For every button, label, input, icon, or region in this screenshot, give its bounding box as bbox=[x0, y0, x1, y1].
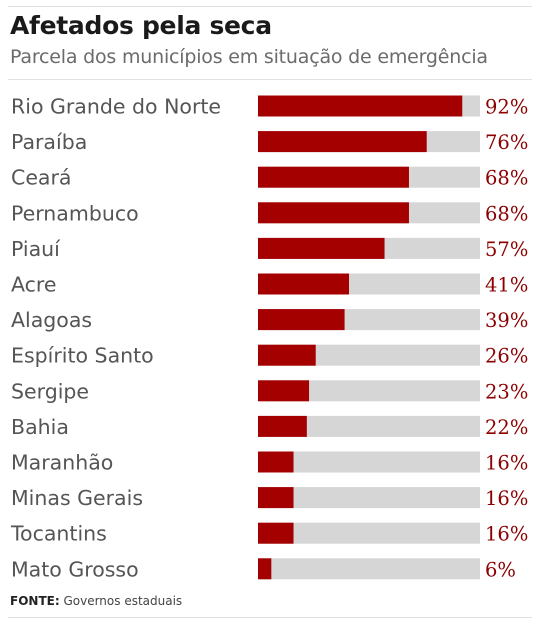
top-divider bbox=[8, 6, 532, 7]
bar-alagoas bbox=[258, 309, 345, 331]
bar-acre bbox=[258, 273, 350, 295]
bar-piaui bbox=[258, 237, 385, 259]
bar-paraiba bbox=[258, 131, 427, 153]
value-label-mato-grosso: 6% bbox=[485, 558, 516, 581]
value-label-maranhao: 16% bbox=[485, 452, 528, 475]
value-label-piaui: 57% bbox=[485, 238, 528, 261]
bar-maranhao bbox=[258, 451, 294, 473]
value-label-pernambuco: 68% bbox=[485, 202, 528, 225]
bar-track-maranhao bbox=[258, 451, 480, 473]
bottom-divider bbox=[8, 617, 532, 618]
value-label-ceara: 68% bbox=[485, 167, 528, 190]
value-label-espirito-santo: 26% bbox=[485, 345, 528, 368]
value-label-alagoas: 39% bbox=[485, 309, 528, 332]
bar-bahia bbox=[258, 415, 307, 437]
category-label-pernambuco: Pernambuco bbox=[11, 201, 139, 225]
value-label-sergipe: 23% bbox=[485, 380, 528, 403]
bar-track-mato-grosso bbox=[258, 558, 480, 580]
value-label-minas-gerais: 16% bbox=[485, 487, 528, 510]
value-label-bahia: 22% bbox=[485, 416, 528, 439]
category-label-alagoas: Alagoas bbox=[11, 308, 92, 332]
value-label-rio-grande-do-norte: 92% bbox=[485, 96, 528, 119]
value-label-tocantins: 16% bbox=[485, 523, 528, 546]
bar-rio-grande-do-norte bbox=[258, 95, 463, 117]
bar-mato-grosso bbox=[258, 558, 272, 580]
category-label-maranhao: Maranhão bbox=[11, 451, 113, 475]
category-label-bahia: Bahia bbox=[11, 415, 69, 439]
category-label-acre: Acre bbox=[11, 273, 57, 297]
value-label-paraiba: 76% bbox=[485, 131, 528, 154]
source-text: Governos estaduais bbox=[63, 594, 183, 608]
bar-espirito-santo bbox=[258, 344, 316, 366]
source-label: FONTE: bbox=[10, 594, 60, 608]
category-label-espirito-santo: Espírito Santo bbox=[11, 344, 154, 368]
bar-ceara bbox=[258, 166, 409, 188]
bar-tocantins bbox=[258, 522, 294, 544]
chart-title: Afetados pela seca bbox=[10, 11, 272, 40]
bar-track-minas-gerais bbox=[258, 487, 480, 509]
category-label-paraiba: Paraíba bbox=[11, 130, 87, 154]
bar-minas-gerais bbox=[258, 487, 294, 509]
source-note: FONTE: Governos estaduais bbox=[10, 594, 182, 608]
category-label-mato-grosso: Mato Grosso bbox=[11, 557, 139, 581]
subtitle-divider bbox=[8, 79, 532, 80]
value-label-acre: 41% bbox=[485, 274, 528, 297]
bar-track-bahia bbox=[258, 415, 480, 437]
category-label-tocantins: Tocantins bbox=[10, 522, 107, 546]
category-label-minas-gerais: Minas Gerais bbox=[11, 486, 143, 510]
bar-track-sergipe bbox=[258, 380, 480, 402]
bar-track-tocantins bbox=[258, 522, 480, 544]
bar-pernambuco bbox=[258, 202, 409, 224]
category-label-piaui: Piauí bbox=[11, 237, 61, 261]
chart-subtitle: Parcela dos municípios em situação de em… bbox=[10, 46, 488, 68]
bar-sergipe bbox=[258, 380, 310, 402]
category-label-rio-grande-do-norte: Rio Grande do Norte bbox=[11, 95, 221, 119]
category-label-ceara: Ceará bbox=[11, 166, 71, 190]
category-label-sergipe: Sergipe bbox=[11, 379, 89, 403]
